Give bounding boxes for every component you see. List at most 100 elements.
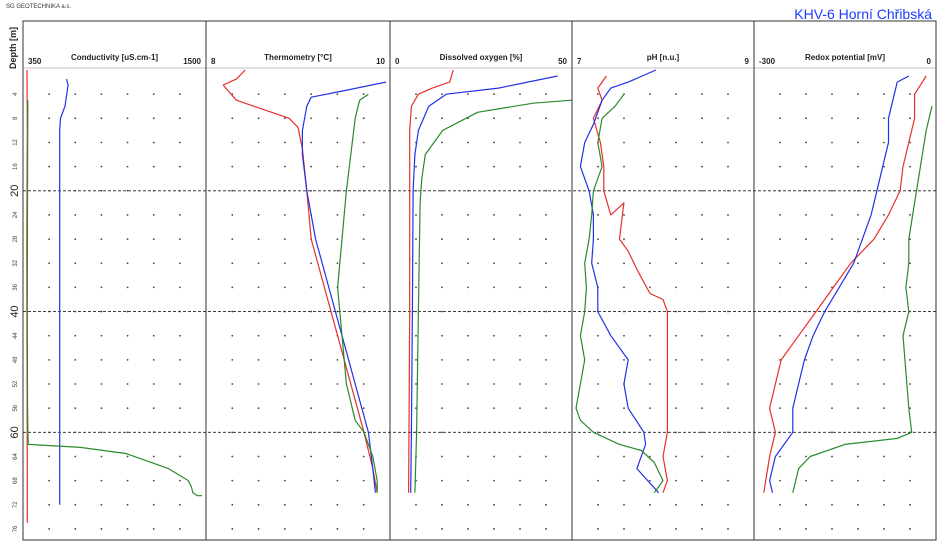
grid-dot <box>909 238 911 240</box>
grid-dot <box>178 407 181 410</box>
x-max-label: 10 <box>376 57 385 66</box>
grid-dot <box>623 189 625 192</box>
grid-dot <box>152 214 155 216</box>
grid-dot <box>467 334 469 337</box>
grid-dot <box>467 238 469 240</box>
grid-dot <box>545 431 547 434</box>
grid-dot <box>441 141 443 144</box>
grid-dot <box>467 286 469 289</box>
grid-dot <box>805 310 807 313</box>
grid-dot <box>779 214 781 216</box>
grid-dot <box>283 407 286 410</box>
grid-dot <box>178 479 181 482</box>
grid-dot <box>48 407 51 410</box>
grid-dot <box>152 334 155 337</box>
grid-dot <box>545 334 547 337</box>
grid-dot <box>415 286 417 289</box>
y-major-label: 20 <box>9 185 21 197</box>
grid-dot <box>283 310 286 313</box>
grid-dot <box>779 383 781 385</box>
x-min-label: 8 <box>211 57 216 66</box>
grid-dot <box>178 310 181 313</box>
grid-dot <box>441 503 443 506</box>
grid-dot <box>362 383 365 385</box>
grid-dot <box>675 286 677 289</box>
x-max-label: 9 <box>745 57 750 66</box>
grid-dot <box>493 165 495 168</box>
grid-dot <box>310 117 313 120</box>
grid-dot <box>909 383 911 385</box>
grid-dot <box>415 503 417 506</box>
grid-dot <box>545 117 547 120</box>
grid-dot <box>597 214 599 216</box>
grid-dot <box>126 431 129 434</box>
grid-dot <box>701 358 703 361</box>
grid-dot <box>100 214 103 216</box>
grid-dot <box>675 455 677 458</box>
grid-dot <box>362 238 365 240</box>
grid-dot <box>310 407 313 410</box>
panel-title: pH [n.u.] <box>647 53 680 62</box>
grid-dot <box>909 503 911 506</box>
grid-dot <box>805 334 807 337</box>
grid-dot <box>857 479 859 482</box>
grid-dot <box>126 117 129 120</box>
grid-dot <box>126 93 129 96</box>
grid-dot <box>857 383 859 385</box>
grid-dot <box>48 383 51 385</box>
grid-dot <box>74 93 77 96</box>
grid-dot <box>152 383 155 385</box>
grid-dot <box>152 189 155 192</box>
x-max-label: 0 <box>927 57 932 66</box>
grid-dot <box>310 358 313 361</box>
grid-dot <box>675 528 677 530</box>
grid-dot <box>545 165 547 168</box>
grid-dot <box>623 310 625 313</box>
panel-title: Dissolved oxygen [%] <box>440 53 523 62</box>
grid-dot <box>310 479 313 482</box>
grid-dot <box>257 141 260 144</box>
grid-dot <box>909 358 911 361</box>
grid-dot <box>74 479 77 482</box>
grid-dot <box>493 334 495 337</box>
grid-dot <box>909 455 911 458</box>
grid-dot <box>727 286 729 289</box>
grid-dot <box>727 431 729 434</box>
grid-dot <box>883 310 885 313</box>
grid-dot <box>857 310 859 313</box>
grid-dot <box>467 528 469 530</box>
grid-dot <box>231 383 234 385</box>
grid-dot <box>415 334 417 337</box>
grid-dot <box>597 503 599 506</box>
grid-dot <box>779 407 781 410</box>
grid-dot <box>493 383 495 385</box>
grid-dot <box>441 528 443 530</box>
grid-dot <box>441 334 443 337</box>
grid-dot <box>126 141 129 144</box>
grid-dot <box>701 214 703 216</box>
grid-dot <box>100 310 103 313</box>
grid-dot <box>100 334 103 337</box>
grid-dot <box>805 165 807 168</box>
grid-dot <box>467 383 469 385</box>
grid-dot <box>883 528 885 530</box>
grid-dot <box>336 214 339 216</box>
panel-title: Redox potential [mV] <box>805 53 885 62</box>
grid-dot <box>467 262 469 265</box>
grid-dot <box>909 528 911 530</box>
grid-dot <box>623 238 625 240</box>
grid-dot <box>545 310 547 313</box>
grid-dot <box>336 310 339 313</box>
grid-dot <box>336 455 339 458</box>
grid-dot <box>701 479 703 482</box>
grid-dot <box>909 262 911 265</box>
grid-dot <box>231 479 234 482</box>
grid-dot <box>74 503 77 506</box>
grid-dot <box>231 503 234 506</box>
grid-dot <box>857 262 859 265</box>
grid-dot <box>441 238 443 240</box>
grid-dot <box>857 503 859 506</box>
grid-dot <box>126 189 129 192</box>
grid-dot <box>467 479 469 482</box>
grid-dot <box>441 358 443 361</box>
